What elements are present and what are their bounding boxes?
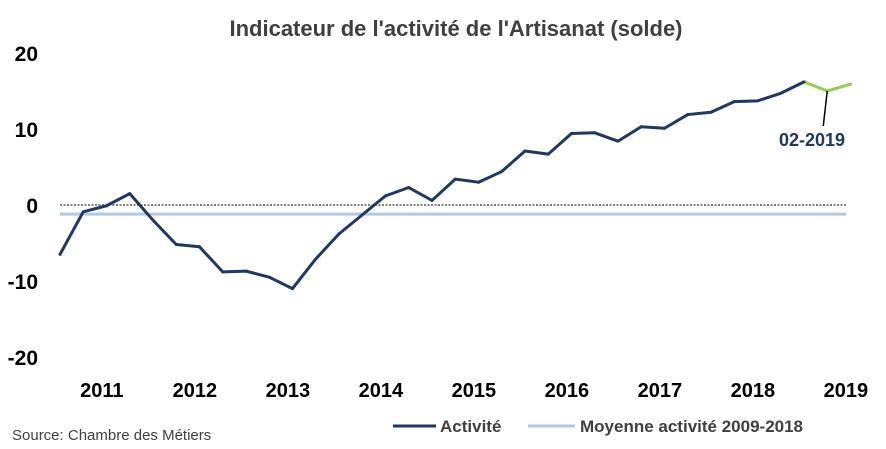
data-point-activite bbox=[151, 218, 155, 222]
data-point-activite bbox=[291, 287, 294, 291]
data-point-activite bbox=[430, 198, 434, 202]
data-point-activite bbox=[314, 257, 318, 261]
x-axis-ticks: 2011 2012 2013 2014 2015 2016 2017 2018 2019 bbox=[80, 380, 868, 402]
data-point-activite bbox=[616, 139, 620, 143]
data-point-activite bbox=[639, 125, 643, 129]
y-tick-label: -20 bbox=[8, 347, 38, 370]
annotation-leader-line bbox=[822, 90, 828, 127]
data-points bbox=[58, 80, 852, 291]
data-point-activite bbox=[244, 269, 248, 273]
x-tick-label: 2013 bbox=[266, 380, 311, 402]
source-note: Source: Chambre des Métiers bbox=[12, 427, 211, 444]
x-tick-label: 2014 bbox=[359, 380, 404, 402]
y-tick-label: 20 bbox=[15, 43, 38, 66]
legend-label-activite: Activité bbox=[440, 417, 501, 436]
data-point-activite bbox=[732, 100, 736, 104]
data-point-activite bbox=[58, 252, 62, 256]
data-point-activite bbox=[686, 113, 690, 117]
data-point-activite bbox=[453, 177, 457, 181]
x-tick-label: 2017 bbox=[638, 380, 683, 402]
y-tick-label: 10 bbox=[15, 119, 38, 142]
x-tick-label: 2011 bbox=[80, 380, 123, 402]
data-point-activite bbox=[663, 126, 666, 130]
x-tick-label: 2012 bbox=[173, 380, 218, 402]
data-point-activite bbox=[81, 210, 85, 214]
x-tick-label: 2018 bbox=[731, 380, 776, 402]
data-point-activite bbox=[802, 80, 806, 84]
data-point-activite bbox=[128, 192, 132, 196]
data-point-activite bbox=[198, 245, 201, 249]
data-point-activite bbox=[570, 132, 573, 136]
annotation-label: 02-2019 bbox=[779, 130, 845, 150]
x-tick-label: 2016 bbox=[545, 380, 590, 402]
data-point-activite bbox=[523, 149, 527, 153]
data-point-activite bbox=[756, 99, 759, 103]
data-point-activite bbox=[709, 110, 713, 114]
data-point-activite bbox=[593, 131, 597, 135]
data-point-activite bbox=[477, 180, 480, 184]
data-point-activite bbox=[337, 232, 341, 236]
data-point-activite bbox=[174, 243, 178, 247]
data-point-projection bbox=[849, 82, 852, 86]
data-point-activite bbox=[105, 204, 108, 208]
data-point-activite bbox=[546, 152, 550, 156]
x-tick-label: 2019 bbox=[824, 380, 869, 402]
chart-title: Indicateur de l'activité de l'Artisanat … bbox=[229, 16, 682, 41]
data-point-activite bbox=[360, 213, 364, 217]
data-point-activite bbox=[500, 170, 504, 174]
data-point-activite bbox=[407, 186, 411, 190]
y-tick-label: 0 bbox=[26, 195, 38, 218]
series-line-activite bbox=[58, 80, 805, 291]
data-point-activite bbox=[384, 194, 387, 198]
x-tick-label: 2015 bbox=[452, 380, 497, 402]
y-axis-ticks: 20 10 0 -10 -20 bbox=[8, 43, 38, 370]
legend-label-moyenne: Moyenne activité 2009-2018 bbox=[580, 417, 803, 436]
data-point-activite bbox=[779, 91, 783, 95]
legend: Activité Moyenne activité 2009-2018 bbox=[393, 417, 803, 436]
y-tick-label: -10 bbox=[8, 271, 38, 294]
data-point-activite bbox=[267, 275, 271, 279]
data-point-activite bbox=[221, 270, 225, 274]
